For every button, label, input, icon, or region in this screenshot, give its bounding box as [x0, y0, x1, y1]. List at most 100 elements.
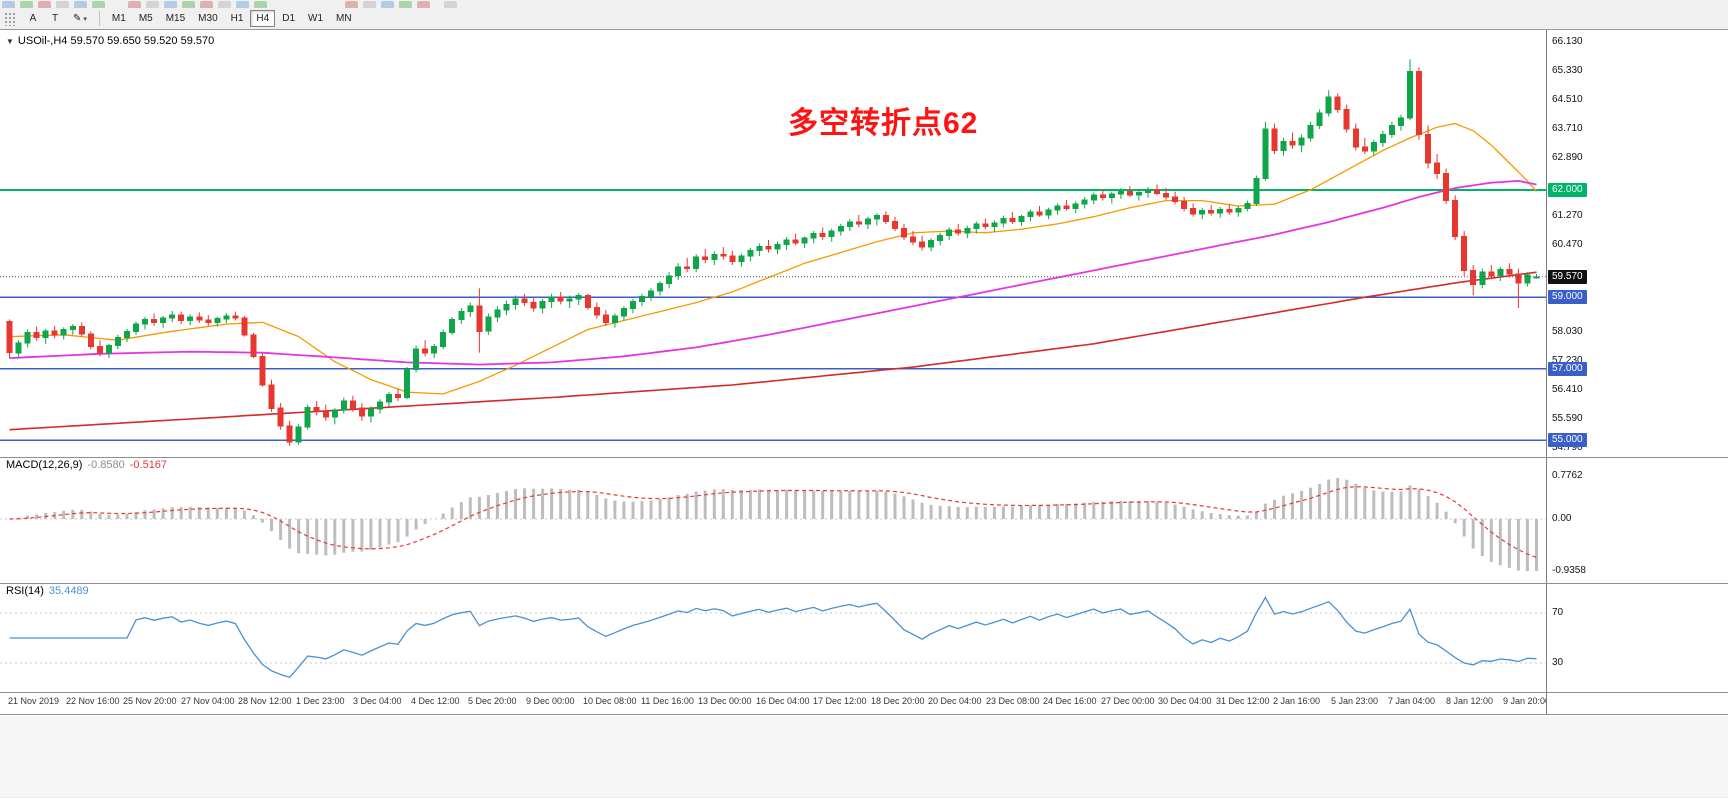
cropped-toolbar-icon — [417, 1, 430, 8]
macd-tick-label: 0.7762 — [1552, 470, 1583, 481]
time-label: 1 Dec 23:00 — [296, 696, 345, 706]
pencil-icon: ✎ — [73, 13, 82, 24]
macd-tick-label: 0.00 — [1552, 513, 1572, 524]
chart-annotation: 多空转折点62 — [788, 107, 979, 140]
rsi-value: 35.4489 — [48, 585, 89, 597]
cropped-toolbar-icon — [164, 1, 177, 8]
time-axis-separator — [0, 692, 1728, 693]
time-label: 17 Dec 12:00 — [813, 696, 867, 706]
cropped-top-toolbar — [0, 0, 1728, 8]
cropped-toolbar-icon — [92, 1, 105, 8]
cropped-toolbar-icon — [218, 1, 231, 8]
timeframe-button-mn[interactable]: MN — [330, 10, 358, 27]
timeframe-button-h4[interactable]: H4 — [250, 10, 276, 27]
time-label: 11 Dec 16:00 — [641, 696, 694, 706]
time-label: 2 Jan 16:00 — [1273, 696, 1321, 706]
time-label: 21 Nov 2019 — [8, 696, 60, 706]
quote-line[interactable]: ▼ USOil-,H4 59.570 59.650 59.520 59.570 — [6, 35, 214, 47]
time-label: 31 Dec 12:00 — [1216, 696, 1270, 706]
macd-svg — [0, 478, 1546, 571]
macd-label: MACD(12,26,9) — [6, 459, 83, 471]
time-label: 5 Dec 20:00 — [468, 696, 517, 706]
time-label: 18 Dec 20:00 — [871, 696, 925, 706]
cropped-toolbar-icon — [20, 1, 33, 8]
cropped-toolbar-icon — [2, 1, 15, 8]
candlestick-chart-svg — [0, 59, 1546, 446]
rsi-panel[interactable]: RSI(14) 35.4489 — [0, 583, 1546, 692]
cropped-toolbar-icon — [399, 1, 412, 8]
panel-splitter[interactable] — [0, 457, 1728, 458]
timeframe-button-d1[interactable]: D1 — [276, 10, 301, 27]
price-tick-label: 57.230 — [1552, 355, 1583, 366]
cropped-toolbar-icon — [345, 1, 358, 8]
price-badge-57.000: 57.000 — [1548, 362, 1587, 376]
time-label: 28 Nov 12:00 — [238, 696, 292, 706]
price-tick-label: 66.130 — [1552, 36, 1583, 47]
text-tool-button[interactable]: T — [45, 10, 65, 27]
time-label: 9 Dec 00:00 — [526, 696, 575, 706]
toolbar: A T ✎ ▾ M1 M5 M15 M30 H1 H4 D1 W1 MN — [0, 8, 1728, 30]
cropped-toolbar-icon — [128, 1, 141, 8]
time-label: 30 Dec 04:00 — [1158, 696, 1212, 706]
macd-panel[interactable]: MACD(12,26,9) -0.8580 -0.5167 — [0, 457, 1546, 583]
toolbar-separator — [98, 11, 100, 26]
cropped-toolbar-icon — [182, 1, 195, 8]
timeframe-button-m1[interactable]: M1 — [106, 10, 132, 27]
macd-tick-label: -0.9358 — [1552, 565, 1586, 576]
cropped-toolbar-icon — [363, 1, 376, 8]
chevron-down-icon: ▾ — [83, 16, 87, 23]
quote-text: USOil-,H4 59.570 59.650 59.520 59.570 — [17, 35, 215, 47]
rsi-tick-label: 30 — [1552, 657, 1564, 668]
timeframe-button-h1[interactable]: H1 — [225, 10, 250, 27]
time-label: 4 Dec 12:00 — [411, 696, 460, 706]
rsi-label: RSI(14) — [6, 585, 44, 597]
timeframe-button-w1[interactable]: W1 — [302, 10, 329, 27]
price-tick-label: 56.410 — [1552, 384, 1583, 395]
price-badge-55.000: 55.000 — [1548, 433, 1587, 447]
panel-splitter[interactable] — [0, 583, 1728, 584]
time-label: 25 Nov 20:00 — [123, 696, 177, 706]
rsi-tick-label: 70 — [1552, 607, 1564, 618]
timeframe-button-m30[interactable]: M30 — [192, 10, 223, 27]
rsi-label-line: RSI(14) 35.4489 — [6, 585, 89, 597]
time-label: 20 Dec 04:00 — [928, 696, 982, 706]
time-label: 7 Jan 04:00 — [1388, 696, 1436, 706]
price-axis[interactable]: 66.130 65.330 64.510 63.710 62.890 61.270 60.4… — [1546, 30, 1728, 714]
price-badge-59.570: 59.570 — [1548, 270, 1587, 284]
price-tick-label: 63.710 — [1552, 123, 1583, 134]
bottom-area — [0, 714, 1728, 798]
draw-tool-button[interactable]: ✎ ▾ — [67, 10, 93, 27]
time-label: 16 Dec 04:00 — [756, 696, 810, 706]
price-tick-label: 65.330 — [1552, 65, 1583, 76]
time-label: 13 Dec 00:00 — [698, 696, 752, 706]
time-label: 27 Nov 04:00 — [181, 696, 235, 706]
time-label: 5 Jan 23:00 — [1331, 696, 1379, 706]
cropped-toolbar-icon — [381, 1, 394, 8]
timeframe-button-m15[interactable]: M15 — [160, 10, 191, 27]
timeframe-buttons: M1 M5 M15 M30 H1 H4 D1 W1 MN — [106, 10, 358, 27]
macd-main-value: -0.8580 — [87, 459, 125, 471]
cropped-toolbar-icon — [444, 1, 457, 8]
toolbar-grip[interactable] — [4, 11, 17, 26]
cropped-toolbar-icon — [200, 1, 213, 8]
time-label: 8 Jan 12:00 — [1446, 696, 1494, 706]
cropped-toolbar-icon — [146, 1, 159, 8]
time-label: 23 Dec 08:00 — [986, 696, 1040, 706]
price-badge-59.000: 59.000 — [1548, 290, 1587, 304]
timeframe-button-m5[interactable]: M5 — [133, 10, 159, 27]
time-axis[interactable]: 21 Nov 2019 22 Nov 16:00 25 Nov 20:00 27 No… — [0, 692, 1546, 714]
price-tick-label: 58.030 — [1552, 326, 1583, 337]
price-tick-label: 61.270 — [1552, 210, 1583, 221]
text-label-tool-button[interactable]: A — [23, 10, 43, 27]
time-label: 27 Dec 00:00 — [1101, 696, 1155, 706]
time-label: 24 Dec 16:00 — [1043, 696, 1097, 706]
macd-label-line: MACD(12,26,9) -0.8580 -0.5167 — [6, 459, 167, 471]
macd-signal-value: -0.5167 — [129, 459, 168, 471]
collapse-triangle-icon[interactable]: ▼ — [6, 37, 14, 46]
price-tick-label: 62.890 — [1552, 152, 1583, 163]
cropped-toolbar-icon — [38, 1, 51, 8]
time-label: 22 Nov 16:00 — [66, 696, 120, 706]
chart-workspace: ▼ USOil-,H4 59.570 59.650 59.520 59.570 多… — [0, 30, 1728, 714]
price-chart-panel[interactable]: ▼ USOil-,H4 59.570 59.650 59.520 59.570 多… — [0, 30, 1546, 457]
